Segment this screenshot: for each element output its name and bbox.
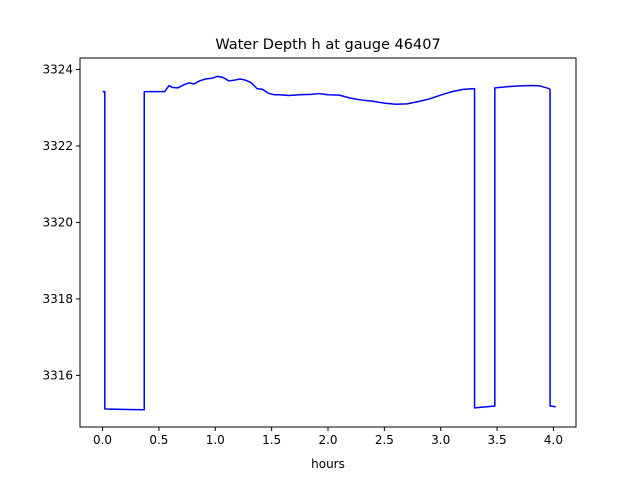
- x-tick-label: 2.5: [375, 433, 394, 447]
- x-tick-label: 0.0: [93, 433, 112, 447]
- x-tick-label: 3.0: [431, 433, 450, 447]
- x-tick-label: 1.5: [262, 433, 281, 447]
- x-axis-label: hours: [311, 457, 345, 471]
- x-axis: 0.0 0.5 1.0 1.5 2.0 2.5 3.0 3.5 4.0: [93, 427, 563, 447]
- y-tick-label: 3320: [42, 215, 73, 229]
- x-tick-label: 3.5: [488, 433, 507, 447]
- y-tick-label: 3316: [42, 368, 73, 382]
- y-tick-label: 3322: [42, 139, 73, 153]
- water-depth-series-line: [102, 75, 556, 411]
- x-tick-label: 4.0: [544, 433, 563, 447]
- y-tick-label: 3318: [42, 292, 73, 306]
- x-tick-label: 0.5: [149, 433, 168, 447]
- y-tick-label: 3324: [42, 62, 73, 76]
- x-tick-label: 1.0: [206, 433, 225, 447]
- plot-area-frame: [79, 57, 577, 428]
- x-tick-label: 2.0: [318, 433, 337, 447]
- chart-title: Water Depth h at gauge 46407: [215, 37, 440, 53]
- y-axis: 3316 3318 3320 3322 3324: [42, 62, 80, 382]
